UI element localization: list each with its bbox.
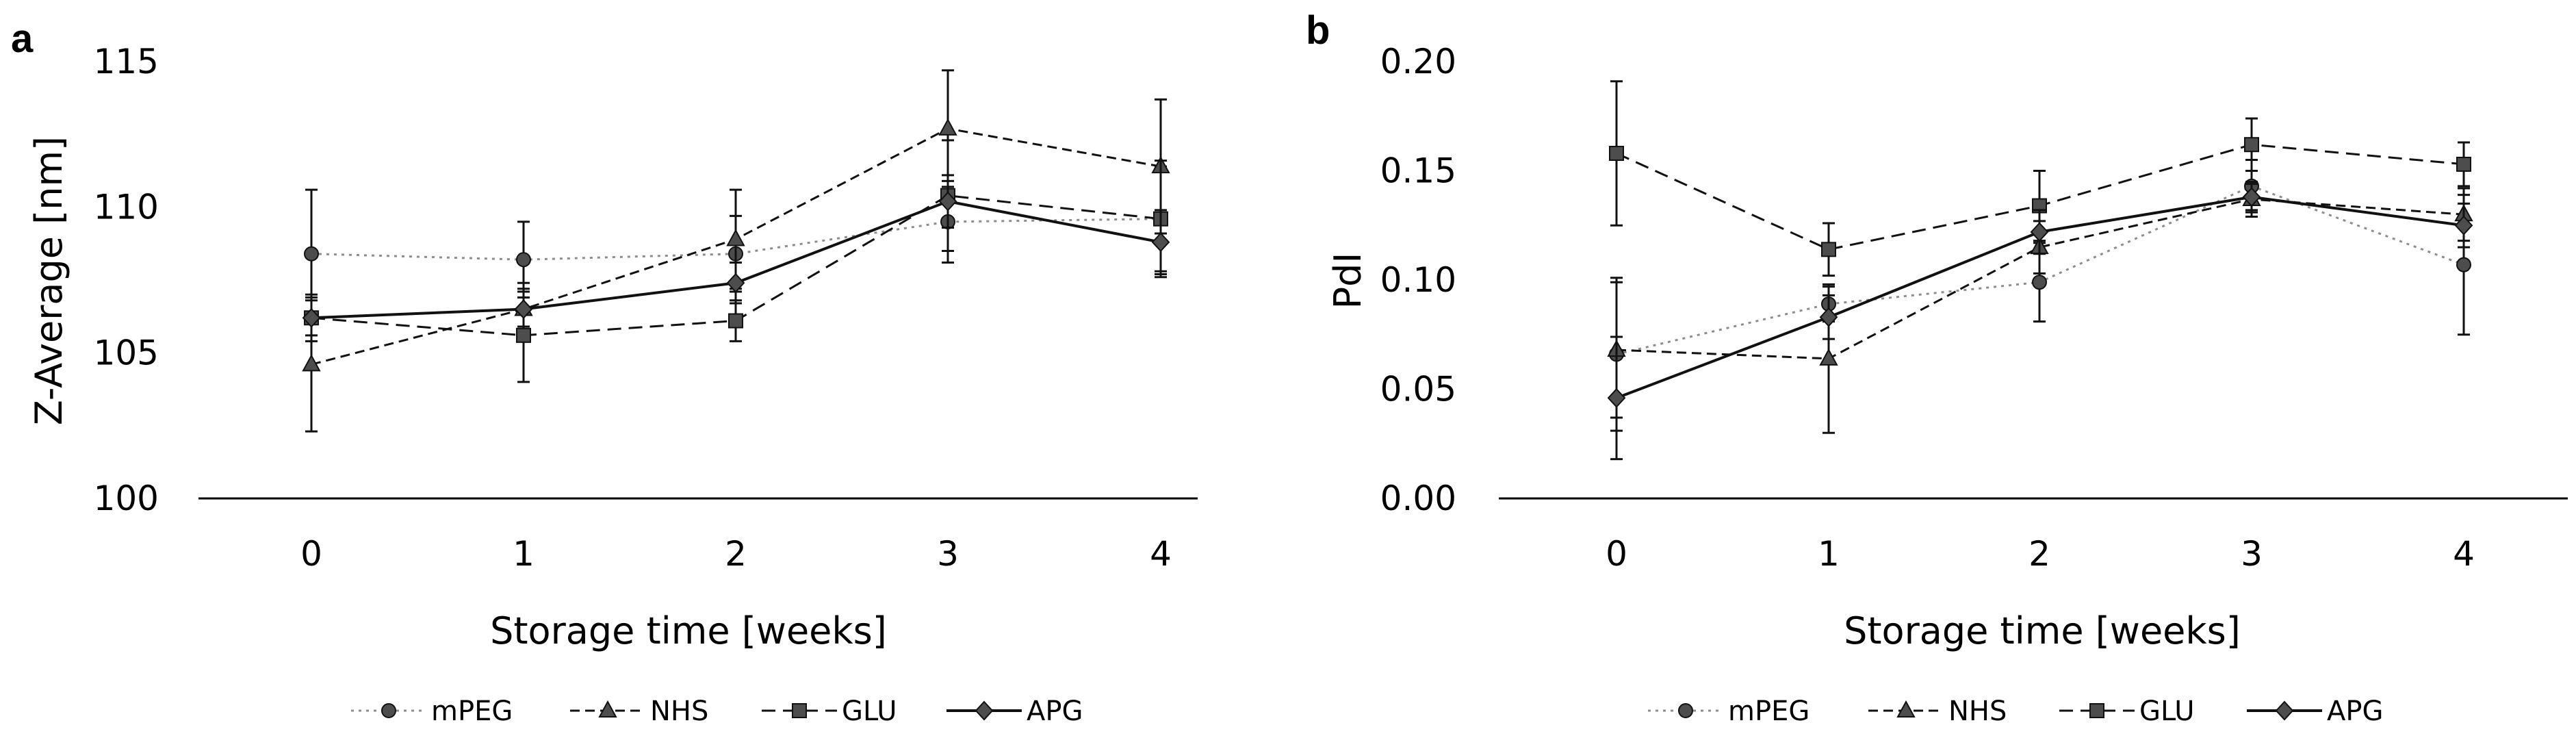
data-point-APG-4 — [2454, 215, 2473, 236]
data-point-APG-3 — [938, 191, 957, 212]
data-point-GLU-4 — [2456, 156, 2471, 172]
x-tick-label-3: 3 — [2241, 534, 2263, 574]
y-tick-label-3: 115 — [94, 42, 159, 81]
y-tick-label-0: 100 — [94, 479, 159, 518]
data-point-APG-3 — [2242, 187, 2261, 207]
panel-a-x-axis-title: Storage time [weeks] — [490, 609, 887, 652]
data-point-GLU-2 — [728, 313, 743, 329]
legend-label-mPEG: mPEG — [1728, 696, 1809, 727]
legend-marker-APG — [975, 700, 994, 721]
x-tick-label-1: 1 — [513, 534, 534, 574]
data-point-APG-0 — [1607, 388, 1626, 408]
series-GLU — [1609, 80, 2471, 277]
data-point-GLU-1 — [516, 327, 531, 343]
legend-marker-APG — [2275, 700, 2294, 721]
panel-a-y-axis-title: Z-Average [nm] — [27, 136, 70, 425]
y-tick-label-2: 110 — [94, 188, 159, 227]
data-point-NHS-2 — [726, 229, 745, 246]
data-point-mPEG-1 — [516, 252, 531, 268]
panel-a-legend: mPEG NHS GLU APG — [351, 696, 1083, 727]
chart-panel-a: a 100 105 110 115 0 1 2 3 4 Storage time [weeks… — [11, 16, 1198, 727]
data-point-APG-1 — [514, 299, 533, 320]
data-point-mPEG-0 — [304, 246, 319, 262]
panel-a-series — [302, 69, 1170, 433]
legend-marker-GLU — [2089, 703, 2104, 718]
legend-marker-NHS — [598, 700, 617, 718]
x-tick-label-3: 3 — [937, 534, 959, 574]
data-point-APG-4 — [1151, 232, 1170, 253]
legend-marker-NHS — [1896, 700, 1916, 718]
x-tick-label-4: 4 — [2453, 534, 2475, 574]
panel-a-y-ticks: 100 105 110 115 — [94, 42, 159, 518]
legend-marker-mPEG — [1678, 703, 1693, 718]
legend-label-NHS: NHS — [1948, 696, 2007, 727]
legend-marker-GLU — [792, 703, 807, 718]
legend-label-mPEG: mPEG — [431, 696, 513, 727]
legend-label-NHS: NHS — [650, 696, 708, 727]
series-APG — [1607, 183, 2473, 461]
y-tick-label-1: 105 — [94, 333, 159, 372]
series-NHS — [302, 69, 1170, 433]
data-point-NHS-3 — [938, 118, 957, 136]
series-line-NHS — [1616, 198, 2464, 360]
data-point-APG-0 — [302, 307, 321, 328]
panel-a-label: a — [11, 16, 34, 61]
panel-b-label: b — [1306, 8, 1330, 53]
x-tick-label-4: 4 — [1150, 534, 1172, 574]
data-point-mPEG-2 — [2032, 275, 2047, 290]
data-point-GLU-3 — [2244, 137, 2259, 153]
chart-panel-b: b 0.00 0.05 0.10 0.15 0.20 0 1 2 3 4 Storage tim… — [1306, 8, 2568, 727]
panel-b-x-axis-title: Storage time [weeks] — [1844, 609, 2241, 652]
data-point-NHS-0 — [302, 354, 321, 372]
legend-label-APG: APG — [1027, 696, 1083, 727]
panel-b-y-ticks: 0.00 0.05 0.10 0.15 0.20 — [1380, 42, 1456, 518]
data-point-APG-2 — [2030, 222, 2049, 242]
x-tick-label-2: 2 — [2028, 534, 2050, 574]
panel-b-series — [1607, 80, 2473, 461]
x-tick-label-0: 0 — [300, 534, 322, 574]
legend-label-GLU: GLU — [842, 696, 897, 727]
series-line-mPEG — [311, 218, 1161, 261]
panel-b-y-axis-title: PdI — [1326, 253, 1369, 309]
panel-b-legend: mPEG NHS GLU APG — [1648, 696, 2383, 727]
x-tick-label-0: 0 — [1606, 534, 1627, 574]
y-tick-label-1: 0.05 — [1380, 370, 1456, 409]
y-tick-label-3: 0.15 — [1380, 151, 1456, 191]
panel-b-x-ticks: 0 1 2 3 4 — [1606, 534, 2475, 574]
series-APG — [302, 174, 1170, 337]
data-point-APG-2 — [726, 272, 745, 293]
data-point-NHS-1 — [1819, 348, 1838, 366]
panel-a-x-ticks: 0 1 2 3 4 — [300, 534, 1172, 574]
y-tick-label-2: 0.10 — [1380, 260, 1456, 300]
y-tick-label-4: 0.20 — [1380, 42, 1456, 81]
data-point-mPEG-4 — [2456, 257, 2471, 272]
x-tick-label-2: 2 — [725, 534, 747, 574]
data-point-GLU-0 — [1609, 145, 1624, 161]
legend-label-APG: APG — [2327, 696, 2383, 727]
data-point-GLU-1 — [1821, 242, 1836, 257]
x-tick-label-1: 1 — [1818, 534, 1840, 574]
data-point-APG-1 — [1819, 307, 1838, 327]
y-tick-label-0: 0.00 — [1380, 479, 1456, 518]
legend-marker-mPEG — [381, 703, 396, 718]
legend-label-GLU: GLU — [2139, 696, 2195, 727]
